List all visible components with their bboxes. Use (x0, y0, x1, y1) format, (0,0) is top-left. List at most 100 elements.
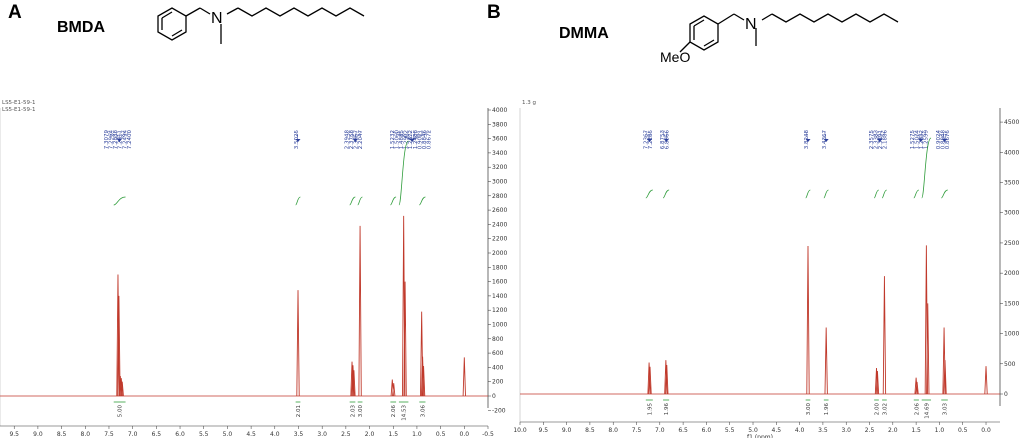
spectrum-peak (118, 375, 122, 397)
bmda-structure: N (157, 7, 365, 44)
integral-curve (941, 189, 948, 199)
x-tick-label: 1.0 (935, 427, 945, 434)
x-tick-label: 8.0 (81, 431, 91, 438)
x-tick-label: 3.0 (317, 431, 327, 438)
spectrum-peak (420, 356, 425, 397)
y-tick-label: 1000 (1004, 331, 1019, 338)
y-tick-label: 500 (1004, 361, 1016, 368)
y-tick-label: 1600 (492, 279, 507, 286)
spectrum-peak (117, 295, 121, 397)
y-tick-label: 1400 (492, 293, 507, 300)
peak-label-connector (920, 131, 927, 141)
x-tick-label: 7.0 (128, 431, 138, 438)
spectrum-peak (296, 290, 300, 397)
x-tick-label: 6.0 (702, 427, 712, 434)
spectrum-header-text: 1.3 g (522, 100, 536, 106)
x-tick-label: 10.0 (513, 427, 527, 434)
integral-value: 5.00 (118, 405, 124, 418)
spectrum-peak (119, 378, 123, 397)
peak-label-marker (942, 139, 948, 142)
x-tick-label: 9.0 (562, 427, 572, 434)
integral-curve (823, 189, 829, 199)
integral-curve (419, 196, 426, 206)
integral-value: 2.01 (296, 405, 302, 417)
peak-label: 0.8675 (945, 130, 951, 150)
x-tick-label: 4.0 (270, 431, 280, 438)
peak-label-connector (806, 131, 809, 141)
x-tick-label: 2.5 (865, 427, 875, 434)
integral-curve (921, 137, 932, 199)
x-tick-label: 5.5 (199, 431, 209, 438)
peak-label: 1.4885 (399, 130, 405, 150)
integral-value: 14.53 (402, 405, 408, 421)
x-tick-label: 1.5 (388, 431, 398, 438)
spectrum-peak (462, 357, 466, 397)
integral-curve (295, 196, 301, 206)
peak-label: 2.3948 (344, 130, 350, 150)
peak-label-connector (401, 131, 413, 141)
integral-value: 1.96 (824, 403, 830, 416)
spectrum-peak (358, 225, 362, 397)
peak-label: 7.2494 (122, 130, 128, 150)
peak-label-connector (916, 131, 921, 141)
x-tick-label: 3.0 (841, 427, 851, 434)
peak-label-marker (295, 139, 301, 142)
panel-label-b: B (487, 2, 501, 23)
peak-label-marker (823, 139, 829, 142)
spectrum-peak (882, 276, 887, 395)
peak-label: 1.5275 (910, 130, 916, 150)
integral-curve (390, 196, 397, 206)
peak-label-connector (119, 131, 130, 141)
y-tick-label: 3600 (492, 136, 507, 143)
spectrum-peak (116, 274, 120, 397)
spectrum-peak (648, 366, 652, 395)
peak-label: 2.3575 (869, 130, 875, 150)
x-tick-label: 0.0 (460, 431, 470, 438)
x-tick-label: 1.0 (412, 431, 422, 438)
x-tick-label: 7.5 (632, 427, 642, 434)
spectrum-peak (421, 365, 426, 397)
x-axis-title: f1 (ppm) (747, 434, 773, 438)
dmma-structure: MeO N (660, 13, 899, 65)
integral-curve (662, 189, 670, 199)
peak-label-marker (805, 139, 811, 142)
spectrum-peak (915, 381, 919, 395)
spectrum-peak (665, 364, 669, 395)
x-tick-label: 0.0 (981, 427, 991, 434)
x-tick-label: 4.0 (795, 427, 805, 434)
integral-value: 1.95 (647, 403, 653, 416)
y-tick-label: 3500 (1004, 180, 1019, 187)
x-tick-label: 2.0 (365, 431, 375, 438)
peak-label-marker (647, 139, 653, 142)
x-tick-label: 8.5 (57, 431, 67, 438)
integral-value: 2.06 (914, 403, 920, 416)
meo-substituent: MeO (660, 49, 690, 65)
peak-label-marker (663, 139, 669, 142)
y-tick-label: 2200 (492, 236, 507, 243)
integral-curve (349, 196, 356, 206)
spectrum-peak (664, 360, 668, 395)
x-tick-label: 4.5 (772, 427, 782, 434)
spectrum-peak (984, 366, 988, 395)
y-tick-label: 1000 (492, 322, 507, 329)
y-tick-label: 2000 (492, 250, 507, 257)
integral-value: 3.00 (806, 403, 812, 416)
peak-label-connector (355, 131, 357, 141)
peak-label: 7.2400 (127, 130, 133, 150)
x-tick-label: 5.0 (223, 431, 233, 438)
peak-label-connector (871, 131, 880, 141)
y-tick-label: 3400 (492, 150, 507, 157)
y-tick-label: 600 (492, 350, 504, 357)
y-tick-label: 3200 (492, 164, 507, 171)
peak-label-connector (106, 131, 120, 141)
x-tick-label: -0.5 (482, 431, 494, 438)
integral-curve (913, 189, 920, 199)
peak-label-connector (405, 131, 413, 141)
x-tick-label: 8.5 (585, 427, 595, 434)
spectrum-peak (392, 383, 396, 397)
y-tick-label: 2500 (1004, 240, 1019, 247)
peak-label-connector (942, 131, 945, 141)
y-tick-label: 2800 (492, 193, 507, 200)
peak-label: 7.2838 (113, 130, 119, 150)
bmda-n-atom: N (211, 10, 223, 27)
